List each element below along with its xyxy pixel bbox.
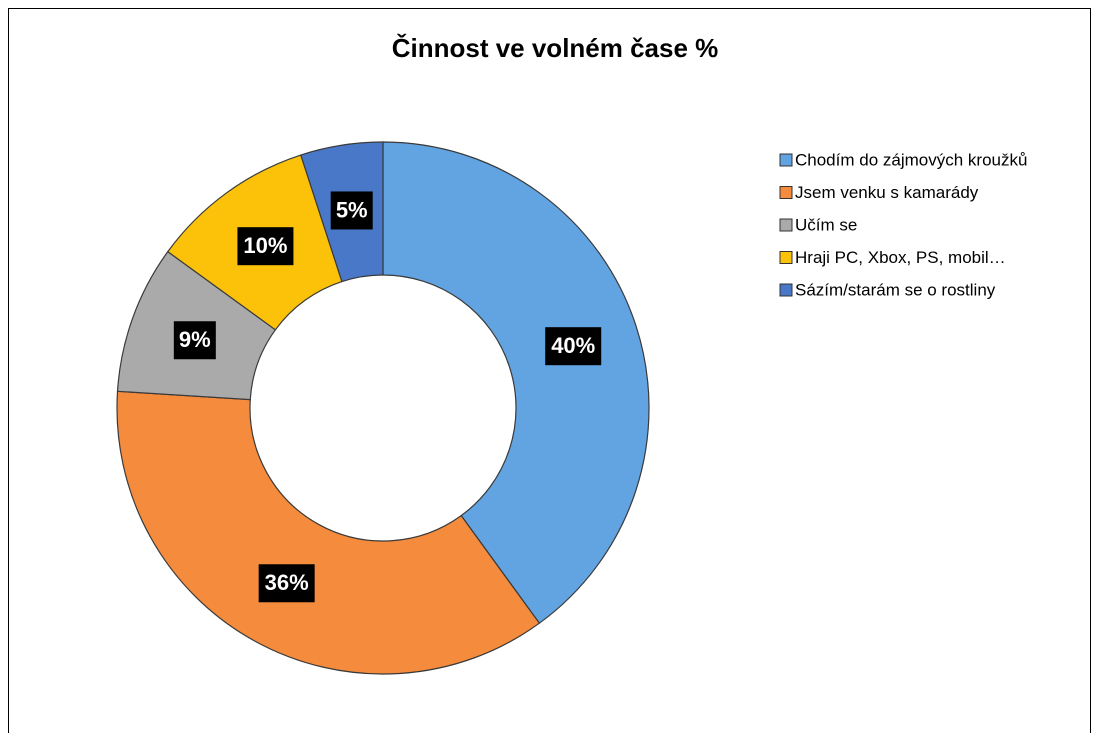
legend-label: Chodím do zájmových kroužků: [795, 150, 1027, 169]
data-label-box: [173, 321, 216, 360]
data-label-box: [330, 191, 373, 230]
data-label-box: [258, 564, 315, 603]
legend-marker: [779, 251, 793, 264]
chart-title: Činnost ve volném čase %: [392, 33, 719, 63]
legend-label: Učím se: [795, 215, 857, 234]
data-label: 10%: [243, 233, 287, 258]
data-label: 5%: [336, 197, 368, 222]
legend-label: Hraji PC, Xbox, PS, mobil…: [795, 248, 1006, 267]
legend-marker: [779, 218, 793, 232]
data-label-box: [545, 327, 602, 366]
legend-marker: [779, 283, 793, 297]
donut-slice: [116, 390, 541, 675]
legend-label: Jsem venku s kamarády: [795, 183, 979, 202]
data-label: 9%: [179, 327, 211, 352]
donut-slice: [382, 141, 650, 625]
data-label: 40%: [551, 333, 595, 358]
legend-marker: [779, 153, 793, 167]
data-label-box: [237, 227, 294, 266]
data-label: 36%: [265, 570, 309, 595]
legend-label: Sázím/starám se o rostliny: [795, 280, 996, 299]
legend-marker: [779, 186, 793, 199]
